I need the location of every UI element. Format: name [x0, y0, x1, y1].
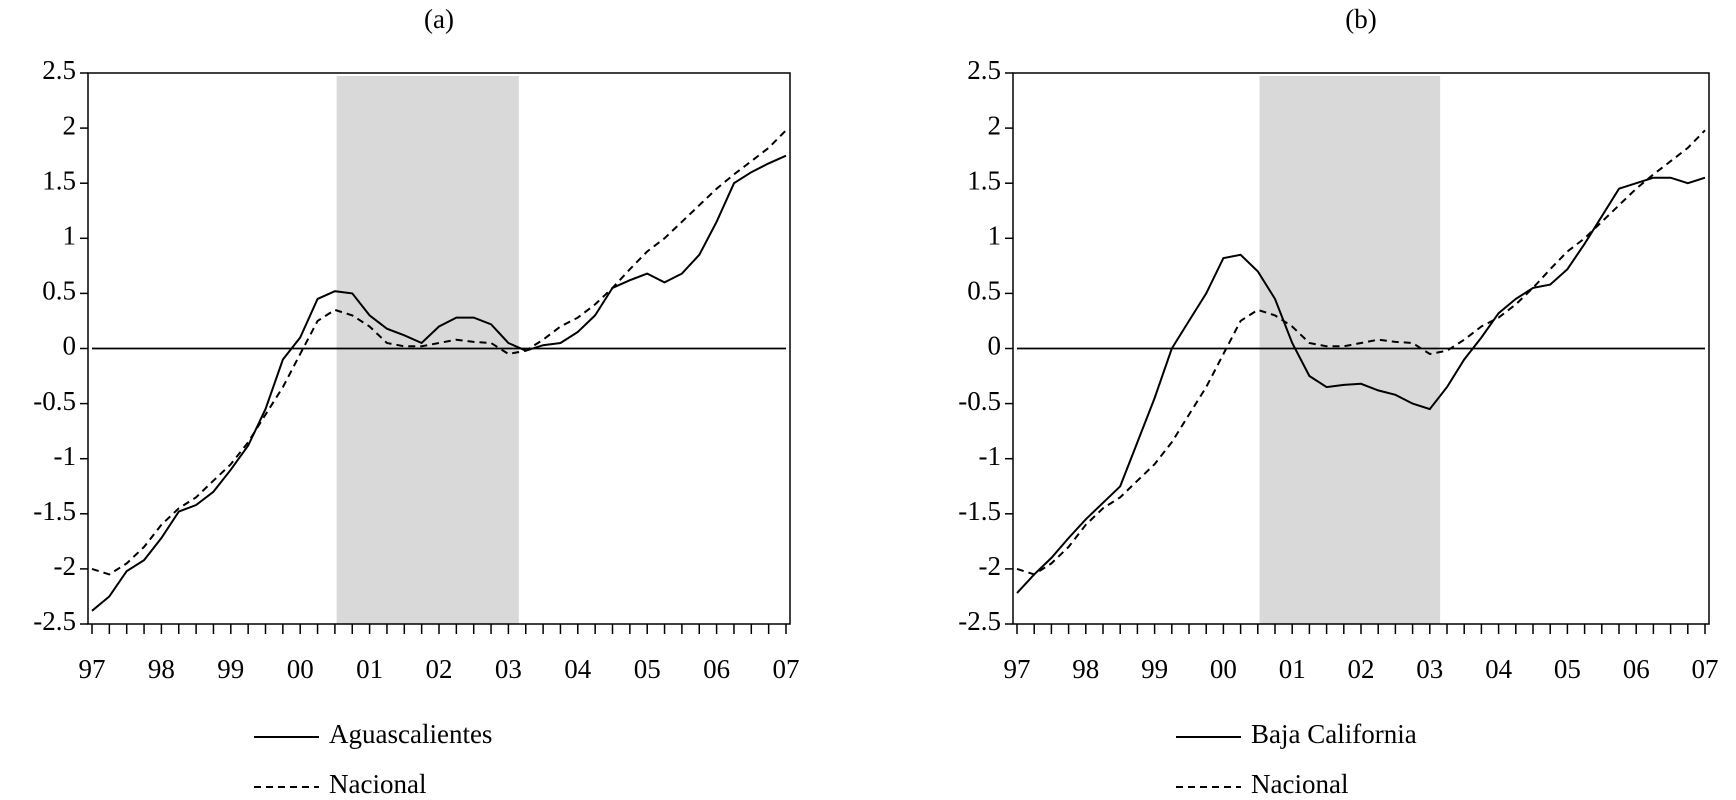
- x-tick-label: 97: [1004, 654, 1031, 684]
- y-tick-label: -1: [979, 441, 1002, 471]
- x-tick-label: 06: [703, 654, 730, 684]
- x-tick-label: 07: [773, 654, 800, 684]
- x-tick-label: 01: [356, 654, 383, 684]
- x-tick-label: 02: [426, 654, 453, 684]
- x-tick-label: 04: [564, 654, 592, 684]
- y-tick-label: -2.5: [33, 606, 76, 636]
- legend-label: Aguascalientes: [329, 719, 492, 749]
- chart-title: (a): [424, 4, 454, 34]
- y-tick-label: -0.5: [958, 386, 1001, 416]
- series-line: [1016, 176, 1706, 594]
- y-tick-label: 1: [988, 221, 1002, 251]
- x-tick-label: 07: [1692, 654, 1719, 684]
- x-tick-label: 04: [1485, 654, 1513, 684]
- y-tick-label: -0.5: [33, 386, 76, 416]
- x-tick-label: 97: [79, 654, 106, 684]
- x-tick-label: 05: [1554, 654, 1581, 684]
- x-tick-label: 98: [1072, 654, 1099, 684]
- y-tick-label: 0.5: [42, 276, 76, 306]
- shaded-period: [336, 76, 519, 624]
- x-tick-label: 00: [1210, 654, 1237, 684]
- x-tick-label: 05: [634, 654, 661, 684]
- y-tick-label: 2.5: [42, 55, 76, 85]
- series-line: [1016, 129, 1706, 576]
- x-tick-label: 98: [148, 654, 175, 684]
- x-tick-label: 03: [495, 654, 522, 684]
- y-tick-label: -2: [54, 551, 77, 581]
- y-tick-label: 0: [63, 331, 77, 361]
- y-tick-label: 1: [63, 221, 77, 251]
- y-tick-label: 2: [63, 110, 77, 140]
- x-tick-label: 01: [1279, 654, 1306, 684]
- y-tick-label: -1: [54, 441, 77, 471]
- y-tick-label: -2: [979, 551, 1002, 581]
- y-tick-label: 1.5: [967, 165, 1001, 195]
- y-tick-label: -1.5: [33, 496, 76, 526]
- legend-label: Nacional: [1251, 769, 1348, 799]
- y-tick-label: -2.5: [958, 606, 1001, 636]
- chart-title: (b): [1345, 4, 1376, 34]
- y-tick-label: 2: [988, 110, 1002, 140]
- x-tick-label: 99: [217, 654, 244, 684]
- y-tick-label: 2.5: [967, 55, 1001, 85]
- shaded-period: [1259, 76, 1441, 624]
- series-line: [91, 154, 787, 612]
- x-tick-label: 02: [1348, 654, 1375, 684]
- y-tick-label: -1.5: [958, 496, 1001, 526]
- x-tick-label: 00: [287, 654, 314, 684]
- x-tick-label: 99: [1141, 654, 1168, 684]
- legend-label: Baja California: [1251, 719, 1417, 749]
- y-tick-label: 1.5: [42, 165, 76, 195]
- x-tick-label: 03: [1416, 654, 1443, 684]
- y-tick-label: 0.5: [967, 276, 1001, 306]
- legend-label: Nacional: [329, 769, 426, 799]
- x-tick-label: 06: [1623, 654, 1650, 684]
- y-tick-label: 0: [988, 331, 1002, 361]
